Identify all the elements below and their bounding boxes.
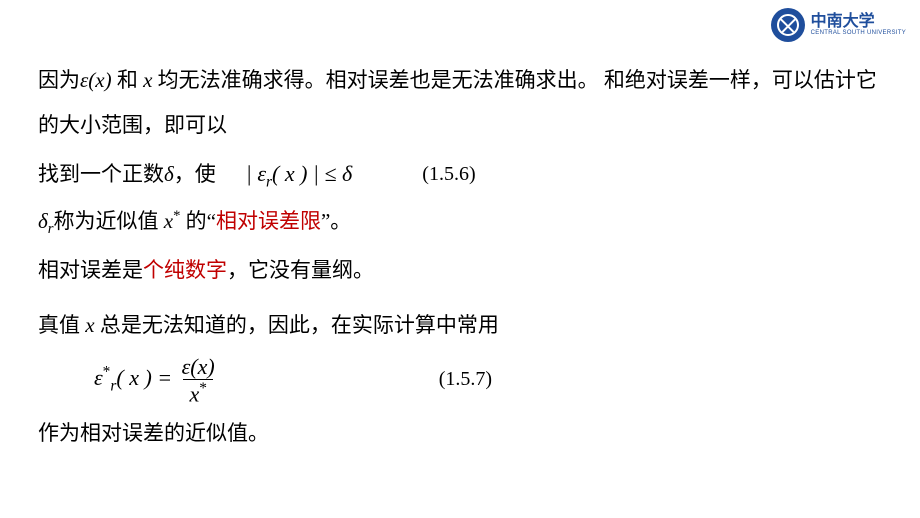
delta: δ: [38, 209, 48, 233]
logo-badge: [771, 8, 805, 42]
paragraph-delta-def: δr称为近似值 x* 的“相对误差限”。: [38, 199, 888, 246]
paragraph-1: 因为ε(x) 和 x 均无法准确求得。相对误差也是无法准确求出。 和绝对误差一样…: [38, 58, 888, 148]
paragraph-last: 作为相对误差的近似值。: [38, 411, 888, 456]
equation-2-number: (1.5.7): [439, 358, 492, 401]
logo-icon: [772, 9, 803, 40]
delta: δ: [164, 162, 174, 186]
text: ，使: [174, 162, 216, 186]
text: 总是无法知道的，因此，在实际计算中常用: [95, 313, 499, 337]
text: 和: [112, 68, 144, 92]
equation-1: | εr( x ) | ≤ δ: [246, 150, 353, 199]
text: 均无法准确求得。相对误差也是无法准确求出。 和绝对误差一样，可以估计它的大小范围…: [38, 68, 877, 137]
text: 找到一个正数: [38, 162, 164, 186]
logo-text: 中南大学 CENTRAL SOUTH UNIVERSITY: [811, 14, 906, 36]
text: 称为近似值: [53, 209, 163, 233]
line-with-eq1: 找到一个正数δ，使 | εr( x ) | ≤ δ (1.5.6): [38, 150, 888, 199]
denominator: x*: [183, 379, 212, 405]
paragraph-true-value: 真值 x 总是无法知道的，因此，在实际计算中常用: [38, 303, 888, 348]
text-left: 找到一个正数δ，使: [38, 152, 216, 197]
pure-number: 个纯数字: [143, 258, 227, 282]
text: 相对误差是: [38, 258, 143, 282]
text: 因为: [38, 68, 80, 92]
relative-error-limit: 相对误差限: [216, 209, 321, 233]
numerator: ε(x): [178, 355, 219, 379]
logo-cn: 中南大学: [811, 14, 906, 30]
equation-2: ε*r( x ) = ε(x) x*: [94, 354, 219, 405]
x-var: x: [85, 313, 94, 337]
logo-en: CENTRAL SOUTH UNIVERSITY: [811, 30, 906, 36]
equation-2-row: ε*r( x ) = ε(x) x* (1.5.7): [94, 354, 888, 405]
text: 真值: [38, 313, 85, 337]
paragraph-pure-number: 相对误差是个纯数字，它没有量纲。: [38, 248, 888, 293]
text: ”。: [321, 209, 351, 233]
text: ，它没有量纲。: [227, 258, 374, 282]
x: x: [164, 209, 173, 233]
text: 的“: [180, 209, 216, 233]
equation-1-number: (1.5.6): [422, 153, 475, 196]
text: 作为相对误差的近似值。: [38, 421, 269, 445]
slide-content: 因为ε(x) 和 x 均无法准确求得。相对误差也是无法准确求出。 和绝对误差一样…: [38, 58, 888, 458]
university-logo: 中南大学 CENTRAL SOUTH UNIVERSITY: [771, 8, 906, 42]
fraction: ε(x) x*: [178, 355, 219, 406]
epsilon-x: ε(x): [80, 68, 112, 92]
